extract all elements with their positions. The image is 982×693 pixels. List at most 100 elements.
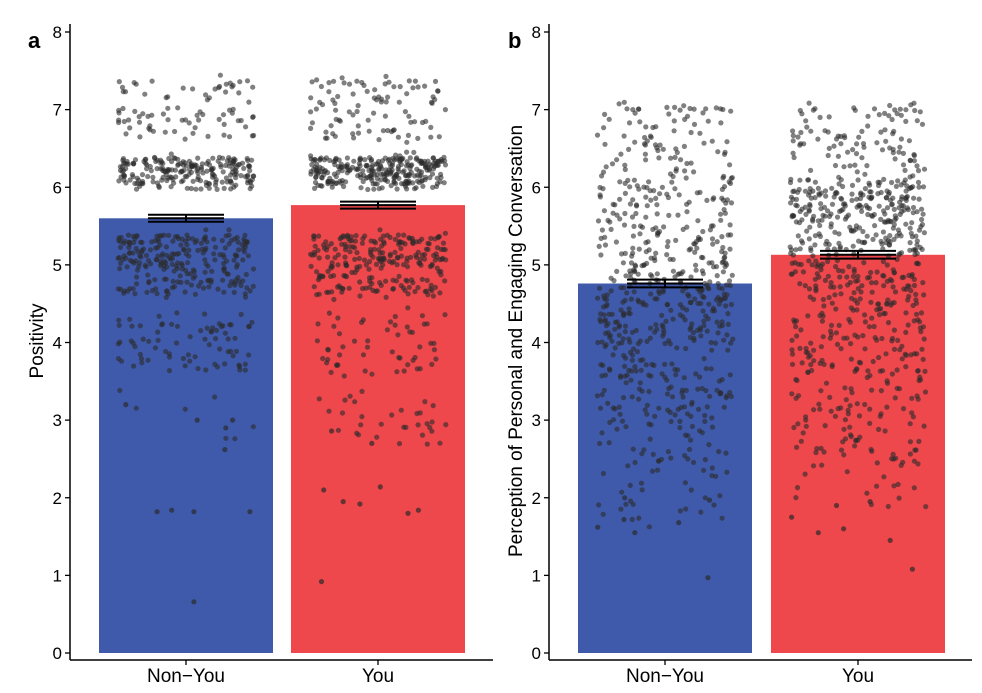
data-point xyxy=(831,284,837,290)
data-point xyxy=(412,288,418,295)
data-point xyxy=(597,405,604,411)
data-point xyxy=(419,178,425,184)
data-point xyxy=(677,508,684,514)
data-point xyxy=(789,361,796,367)
data-point xyxy=(620,336,626,342)
data-point xyxy=(646,247,652,253)
data-point xyxy=(234,264,240,270)
data-point xyxy=(180,85,186,91)
data-point xyxy=(714,273,720,279)
data-point xyxy=(909,273,915,279)
data-point xyxy=(802,471,808,477)
data-point xyxy=(884,380,891,386)
data-point xyxy=(862,186,869,192)
data-point xyxy=(702,280,708,287)
data-point xyxy=(670,256,676,263)
data-point xyxy=(826,114,832,120)
data-point xyxy=(808,128,814,134)
data-point xyxy=(155,329,161,335)
data-point xyxy=(882,110,888,116)
data-point xyxy=(915,368,921,374)
data-point xyxy=(695,386,701,392)
data-point xyxy=(794,485,801,491)
data-point xyxy=(201,285,207,291)
data-point xyxy=(249,183,255,189)
data-point xyxy=(117,387,123,393)
data-point xyxy=(332,246,338,252)
data-point xyxy=(900,162,907,168)
data-point xyxy=(659,322,665,328)
data-point xyxy=(664,104,670,110)
data-point xyxy=(681,375,687,381)
data-point xyxy=(919,206,925,212)
data-point xyxy=(601,208,608,214)
data-point xyxy=(691,337,697,344)
data-point xyxy=(125,288,131,294)
data-point xyxy=(406,78,412,84)
data-point xyxy=(607,219,613,225)
x-tick-label: You xyxy=(842,666,874,687)
data-point xyxy=(723,282,730,288)
panel-a-points xyxy=(115,72,449,605)
data-point xyxy=(887,233,893,239)
data-point xyxy=(921,166,928,172)
data-point xyxy=(369,371,375,377)
data-point xyxy=(401,232,407,238)
x-tick-label: Non−You xyxy=(626,666,704,687)
data-point xyxy=(434,181,440,187)
data-point xyxy=(642,134,648,141)
data-point xyxy=(311,233,317,239)
data-point xyxy=(662,340,668,347)
data-point xyxy=(326,80,332,86)
data-point xyxy=(606,116,612,122)
data-point xyxy=(195,247,201,253)
data-point xyxy=(874,269,880,275)
data-point xyxy=(828,322,835,328)
data-point xyxy=(658,456,665,462)
data-point xyxy=(202,336,208,342)
data-point xyxy=(337,166,343,172)
data-point xyxy=(202,257,208,263)
data-point xyxy=(859,208,865,214)
data-point xyxy=(314,77,320,83)
data-point xyxy=(175,156,181,162)
data-point xyxy=(641,447,647,453)
data-point xyxy=(864,233,870,239)
data-point xyxy=(174,323,181,329)
data-point xyxy=(115,356,122,362)
data-point xyxy=(705,316,711,322)
data-point xyxy=(859,283,865,289)
data-point xyxy=(391,179,397,185)
data-point-outlier xyxy=(789,514,795,520)
data-point xyxy=(228,348,234,354)
data-point xyxy=(178,242,184,248)
panel-b: b Perception of Personal and Engaging Co… xyxy=(506,23,972,687)
data-point xyxy=(424,441,430,447)
data-point xyxy=(823,193,829,199)
data-point xyxy=(890,146,896,152)
data-point xyxy=(600,511,606,517)
data-point xyxy=(250,84,256,90)
data-point xyxy=(225,271,231,277)
data-point xyxy=(727,389,733,396)
data-point xyxy=(842,216,849,222)
data-point xyxy=(636,396,642,402)
data-point xyxy=(377,227,383,233)
data-point xyxy=(800,240,806,246)
data-point xyxy=(793,324,799,330)
data-point xyxy=(634,349,641,355)
data-point xyxy=(683,387,689,393)
data-point xyxy=(244,155,250,162)
data-point xyxy=(876,312,883,318)
data-point xyxy=(415,285,421,291)
data-point xyxy=(354,430,360,436)
data-point-outlier xyxy=(191,599,197,605)
data-point xyxy=(629,214,636,220)
data-point xyxy=(646,524,653,530)
data-point xyxy=(798,129,804,136)
data-point xyxy=(880,258,887,265)
data-point xyxy=(622,166,628,173)
data-point xyxy=(185,260,191,266)
data-point xyxy=(142,91,148,97)
